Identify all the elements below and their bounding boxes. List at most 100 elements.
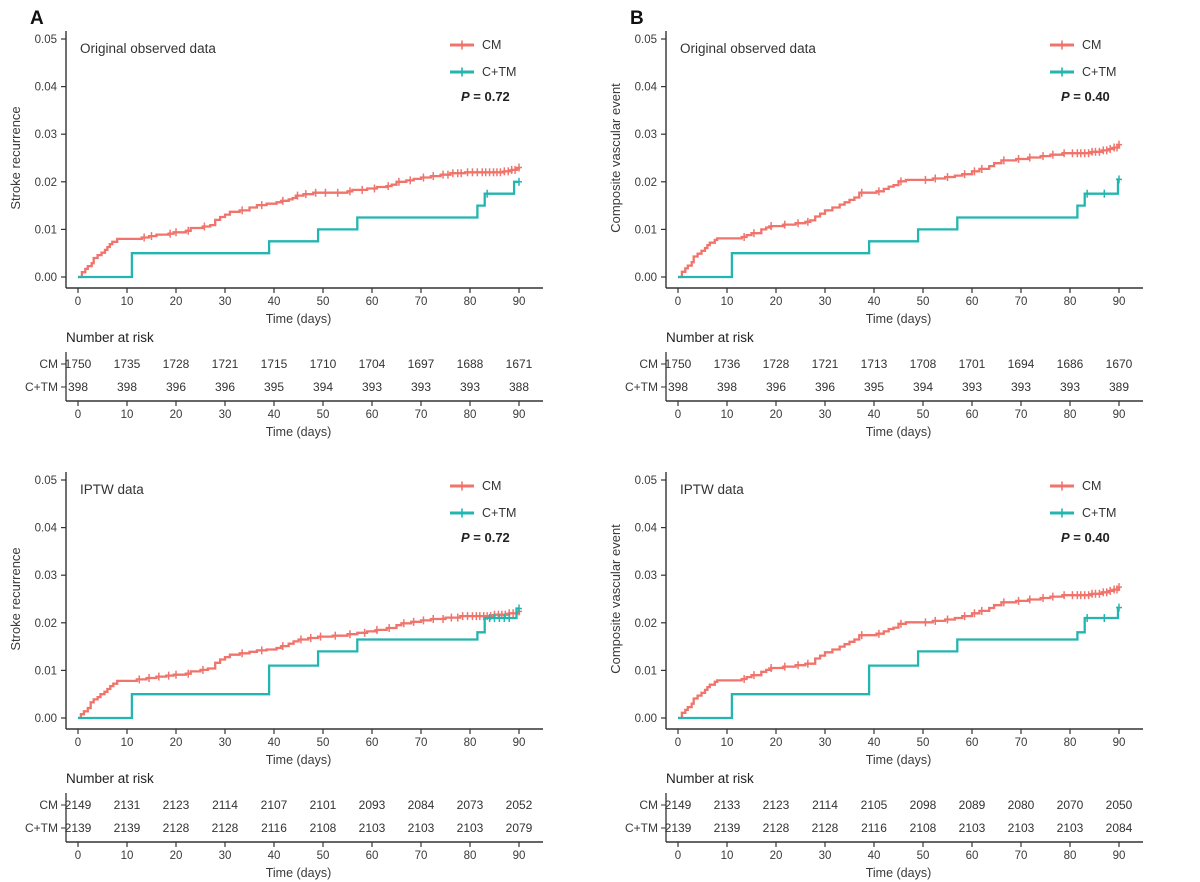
risk-value: 2089 [959, 798, 986, 812]
risk-x-tick-label: 30 [219, 409, 232, 421]
y-tick-label: 0.03 [35, 129, 57, 141]
risk-x-tick-label: 80 [1064, 409, 1077, 421]
y-tick-label: 0.05 [635, 34, 657, 46]
x-tick-label: 80 [1064, 296, 1077, 308]
km-curve-c+tm [678, 178, 1120, 279]
risk-x-tick-label: 10 [121, 409, 134, 421]
panel-title: IPTW data [680, 482, 744, 497]
risk-row-label-c+tm: C+TM [25, 821, 58, 835]
x-tick-label: 90 [513, 296, 526, 308]
risk-value: 396 [815, 380, 835, 394]
risk-x-tick-label: 10 [721, 850, 734, 862]
x-tick-label: 20 [770, 296, 783, 308]
risk-value: 1708 [910, 357, 937, 371]
risk-value: 2128 [163, 821, 190, 835]
risk-value: 2139 [65, 821, 92, 835]
panel-a-original-chart: A 0.00 0.01 0.02 0.03 0.04 0.05 0 10 20 30 40 50 60 70… [8, 8, 543, 439]
risk-x-tick-label: 70 [415, 850, 428, 862]
risk-value: 2080 [1008, 798, 1035, 812]
panel-letter: A [30, 8, 44, 29]
km-curve-c+tm [78, 607, 519, 720]
risk-value: 2079 [506, 821, 533, 835]
risk-value: 1688 [457, 357, 484, 371]
y-tick-label: 0.02 [35, 177, 57, 189]
y-tick-label: 0.05 [35, 34, 57, 46]
y-tick-label: 0.04 [35, 82, 58, 94]
risk-x-tick-label: 10 [721, 409, 734, 421]
x-tick-label: 70 [415, 296, 428, 308]
risk-value: 2103 [408, 821, 435, 835]
x-tick-label: 50 [917, 296, 930, 308]
risk-value: 395 [864, 380, 884, 394]
risk-value: 2128 [763, 821, 790, 835]
risk-x-tick-label: 30 [819, 850, 832, 862]
risk-value: 1671 [506, 357, 533, 371]
y-tick-label: 0.02 [35, 618, 57, 630]
x-tick-label: 40 [268, 737, 281, 749]
risk-x-tick-label: 70 [1015, 409, 1028, 421]
x-tick-label: 90 [513, 737, 526, 749]
risk-value: 2093 [359, 798, 386, 812]
risk-table-header: Number at risk [666, 771, 754, 786]
risk-value: 2133 [714, 798, 741, 812]
x-tick-label: 80 [464, 296, 477, 308]
risk-value: 393 [1011, 380, 1031, 394]
risk-x-tick-label: 20 [170, 409, 183, 421]
risk-row-label-cm: CM [39, 798, 58, 812]
risk-x-tick-label: 0 [75, 850, 81, 862]
x-tick-label: 30 [819, 296, 832, 308]
risk-table-header: Number at risk [666, 330, 754, 345]
risk-value: 398 [717, 380, 737, 394]
y-tick-label: 0.04 [635, 82, 658, 94]
risk-value: 2139 [114, 821, 141, 835]
risk-table-header: Number at risk [66, 330, 154, 345]
risk-x-tick-label: 0 [75, 409, 81, 421]
x-tick-label: 50 [917, 737, 930, 749]
km-curve-cm [678, 587, 1121, 720]
risk-row-label-c+tm: C+TM [625, 380, 658, 394]
legend-label-cm: CM [1082, 479, 1101, 493]
risk-value: 2114 [212, 798, 238, 812]
risk-value: 1710 [310, 357, 337, 371]
risk-value: 2103 [359, 821, 386, 835]
risk-value: 1704 [359, 357, 386, 371]
risk-value: 2073 [457, 798, 484, 812]
y-tick-label: 0.05 [35, 475, 57, 487]
risk-x-tick-label: 70 [1015, 850, 1028, 862]
risk-value: 2149 [665, 798, 692, 812]
risk-value: 2149 [65, 798, 92, 812]
panel-b-original-chart: B 0.00 0.01 0.02 0.03 0.04 0.05 0 10 20 30 40 50 60 70… [608, 8, 1143, 439]
legend-label-c+tm: C+TM [1082, 65, 1116, 79]
risk-x-tick-label: 30 [219, 850, 232, 862]
y-tick-label: 0.00 [635, 713, 657, 725]
x-tick-label: 30 [819, 737, 832, 749]
risk-value: 396 [166, 380, 186, 394]
risk-value: 1694 [1008, 357, 1035, 371]
risk-value: 393 [1060, 380, 1080, 394]
legend-label-cm: CM [482, 38, 501, 52]
y-tick-label: 0.02 [635, 177, 657, 189]
panel-letter: B [630, 8, 644, 29]
risk-value: 2101 [310, 798, 337, 812]
risk-x-tick-label: 40 [268, 409, 281, 421]
x-tick-label: 50 [317, 296, 330, 308]
legend-label-c+tm: C+TM [482, 65, 516, 79]
y-axis-title: Composite vascular event [608, 83, 623, 233]
risk-row-label-cm: CM [639, 357, 658, 371]
x-tick-label: 90 [1113, 296, 1126, 308]
risk-x-axis-title: Time (days) [866, 866, 932, 880]
panel-title: Original observed data [680, 41, 816, 56]
x-tick-label: 0 [75, 737, 81, 749]
risk-x-tick-label: 20 [170, 850, 183, 862]
risk-value: 394 [913, 380, 933, 394]
y-tick-label: 0.01 [35, 665, 57, 677]
risk-value: 393 [962, 380, 982, 394]
x-tick-label: 30 [219, 737, 232, 749]
risk-value: 1713 [861, 357, 888, 371]
risk-x-tick-label: 40 [868, 409, 881, 421]
risk-x-axis-title: Time (days) [266, 866, 332, 880]
risk-value: 395 [264, 380, 284, 394]
risk-x-tick-label: 90 [513, 409, 526, 421]
x-tick-label: 80 [1064, 737, 1077, 749]
